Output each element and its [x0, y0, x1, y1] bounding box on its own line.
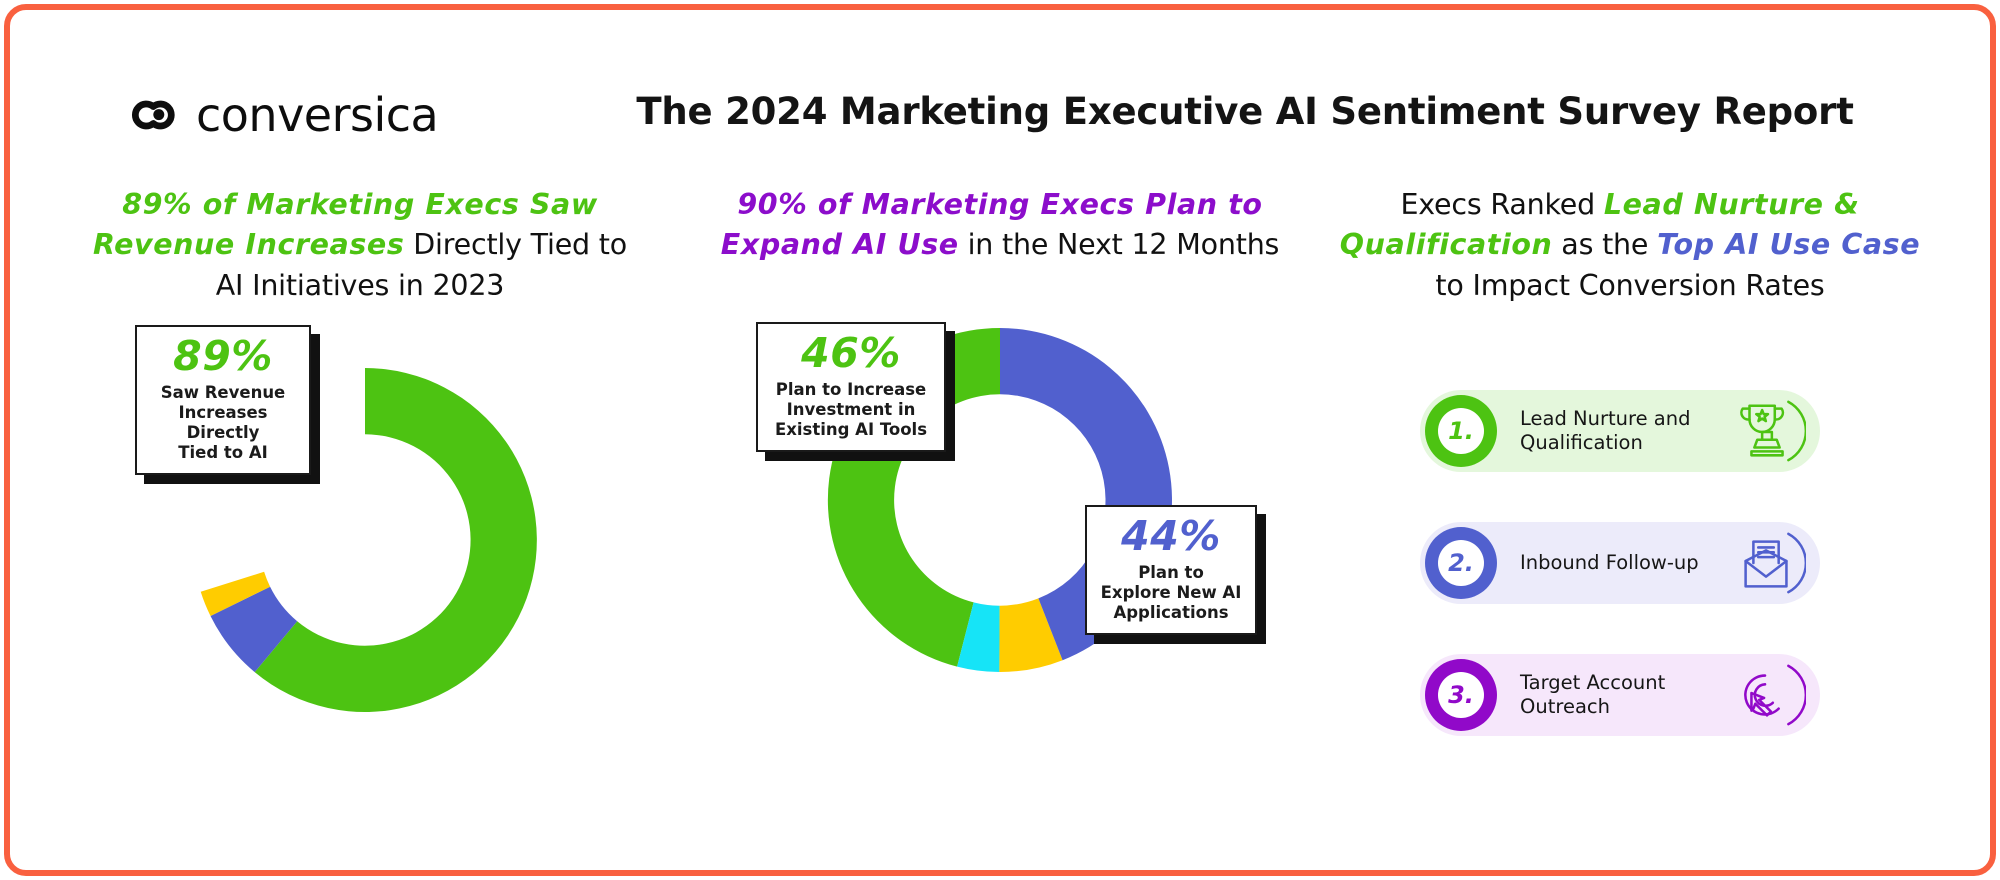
trophy-icon [1728, 396, 1808, 466]
headline-highlight-blue-3: Top AI Use Case [1657, 228, 1921, 262]
donut-chart-1-area [75, 330, 645, 800]
callout-89: 89% Saw Revenue Increases Directly Tied … [135, 325, 311, 476]
header: conversica The 2024 Marketing Executive … [0, 40, 2000, 138]
callout-46-description: Plan to Increase Investment in Existing … [768, 380, 934, 440]
headline-plain-2: in the Next 12 Months [958, 228, 1280, 262]
column-expand-ai-use: 90% of Marketing Execs Plan to Expand AI… [700, 185, 1300, 845]
rank-badge-2: 2. [1425, 527, 1497, 599]
rank-badge-3: 3. [1425, 659, 1497, 731]
list-item-inbound-follow-up[interactable]: 2. Inbound Follow-up [1420, 522, 1820, 604]
headline-plain-3c: to Impact Conversion Rates [1435, 268, 1825, 302]
page-title: The 2024 Marketing Executive AI Sentimen… [636, 90, 1854, 133]
callout-89-line-3: Tied to AI [178, 442, 268, 462]
conversica-infinity-logo-icon [128, 88, 182, 142]
open-envelope-letter-icon [1728, 528, 1808, 598]
callout-89-description: Saw Revenue Increases Directly Tied to A… [147, 383, 299, 464]
callout-44-description: Plan to Explore New AI Applications [1097, 563, 1245, 623]
headline-highlight-green: 89% of Marketing Execs Saw Revenue Incre… [92, 188, 598, 262]
columns-container: 89% of Marketing Execs Saw Revenue Incre… [0, 185, 2000, 845]
callout-89-line-1: Saw Revenue [160, 382, 286, 402]
headline-plain-3b: as the [1552, 228, 1658, 262]
callout-44: 44% Plan to Explore New AI Applications [1085, 505, 1257, 635]
ranked-use-case-list: 1. Lead Nurture and Qualification [1420, 390, 1820, 786]
headline-plain: Directly Tied to AI Initiatives in 2023 [215, 228, 628, 302]
brand-logo[interactable]: conversica [128, 88, 439, 142]
column-2-headline: 90% of Marketing Execs Plan to Expand AI… [700, 185, 1300, 266]
callout-46-value: 46% [801, 329, 901, 377]
rank-number-2: 2. [1438, 540, 1484, 586]
callout-44-line-2: Explore New AI [1100, 582, 1242, 602]
callout-46-line-3: Existing AI Tools [774, 419, 928, 439]
callout-46-line-2: Investment in [786, 399, 916, 419]
list-item-lead-nurture[interactable]: 1. Lead Nurture and Qualification [1420, 390, 1820, 472]
callout-89-line-2: Increases Directly [178, 402, 268, 442]
rank-label-3: Target Account Outreach [1520, 670, 1666, 718]
rank-label-2: Inbound Follow-up [1520, 550, 1699, 574]
headline-highlight-green-3: Lead Nurture & Qualification [1339, 188, 1860, 262]
column-1-headline: 89% of Marketing Execs Saw Revenue Incre… [75, 185, 645, 306]
rank-number-1: 1. [1438, 408, 1484, 454]
column-revenue-increase: 89% of Marketing Execs Saw Revenue Incre… [75, 185, 645, 845]
headline-highlight-purple: 90% of Marketing Execs Plan to Expand AI… [720, 188, 1263, 262]
donut-chart-1 [200, 368, 537, 713]
column-top-use-cases: Execs Ranked Lead Nurture & Qualificatio… [1330, 185, 1930, 845]
rank-badge-1: 1. [1425, 395, 1497, 467]
target-arrow-icon [1728, 660, 1808, 730]
brand-logo-text: conversica [196, 88, 439, 142]
list-item-target-account-outreach[interactable]: 3. Target Account Outreach [1420, 654, 1820, 736]
headline-plain-3a: Execs Ranked [1400, 188, 1604, 221]
callout-46-line-1: Plan to Increase [775, 379, 927, 399]
callout-44-line-3: Applications [1113, 602, 1229, 622]
callout-44-line-1: Plan to [1138, 562, 1204, 582]
callout-89-value: 89% [173, 332, 273, 380]
callout-44-value: 44% [1121, 512, 1221, 560]
rank-number-3: 3. [1438, 672, 1484, 718]
rank-label-1: Lead Nurture and Qualification [1520, 406, 1691, 454]
column-3-headline: Execs Ranked Lead Nurture & Qualificatio… [1330, 185, 1930, 306]
callout-46: 46% Plan to Increase Investment in Exist… [756, 322, 946, 452]
